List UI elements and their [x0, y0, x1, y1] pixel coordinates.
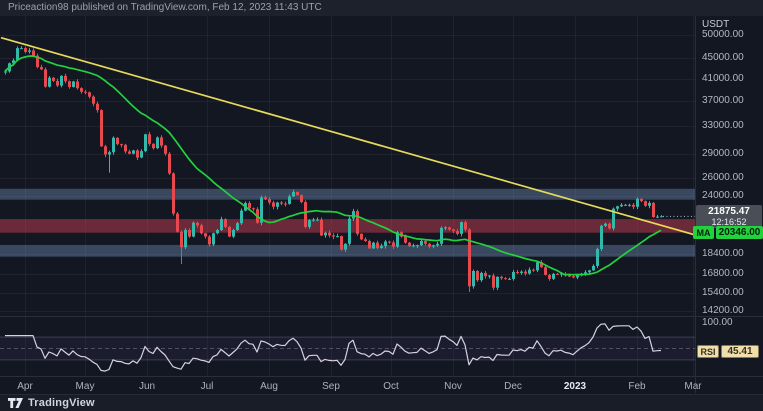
footer-bar: TradingView [0, 394, 763, 411]
price-tick-label: 33000.00 [702, 120, 744, 132]
price-tick-label: 29000.00 [702, 148, 744, 160]
time-tick-label: Oct [383, 381, 399, 392]
candles-layer [4, 46, 663, 292]
tradingview-logo-icon[interactable] [8, 397, 23, 409]
ma-line [4, 55, 662, 276]
price-tick-label: 26000.00 [702, 172, 744, 184]
time-tick-label: Jul [200, 381, 214, 392]
price-tick-label: 15400.00 [702, 287, 744, 299]
time-tick-label: Mar [684, 381, 702, 392]
rsi-pane [0, 323, 695, 372]
time-tick-label: May [75, 381, 95, 392]
time-tick-label: Nov [444, 381, 462, 392]
price-tick-label: 45000.00 [702, 52, 744, 64]
price-axis-panel[interactable]: USDT 50000.00 45000.00 41000.00 37000.00 330… [695, 16, 763, 394]
last-price-value: 21875.47 [708, 206, 750, 217]
price-tick-label: 24000.00 [702, 189, 744, 201]
price-tick-label: 16800.00 [702, 268, 744, 280]
attribution-text: Priceaction98 published on TradingView.c… [8, 2, 322, 13]
price-tick-label: 37000.00 [702, 95, 744, 107]
quote-currency-label: USDT [702, 19, 730, 30]
price-tick-label: 14200.00 [702, 305, 744, 317]
rsi-top-tick-label: 100.00 [702, 317, 733, 328]
time-tick-label: 2023 [563, 381, 587, 392]
price-tick-label: 18400.00 [702, 248, 744, 260]
price-tick-label: 41000.00 [702, 72, 744, 84]
rsi-value-badge: 45.41 [721, 345, 759, 358]
pane-separators [0, 16, 763, 393]
support-resistance-zones [0, 188, 695, 257]
ma-tag-badge: MA [693, 226, 714, 239]
price-tick-label: 50000.00 [702, 29, 744, 40]
time-tick-label: Dec [504, 381, 522, 392]
rsi-tag-badge: RSI [697, 345, 719, 358]
time-tick-label: Feb [628, 381, 646, 392]
tradingview-brand-link[interactable]: TradingView [28, 397, 95, 409]
time-tick-label: Sep [322, 381, 340, 392]
ma-value-badge: 20346.00 [716, 226, 763, 239]
descending-trendline[interactable] [0, 36, 695, 236]
time-tick-label: Aug [260, 381, 278, 392]
last-price-time: 12:16:52 [711, 217, 747, 227]
time-tick-label: Jun [138, 381, 156, 392]
time-tick-label: Apr [17, 381, 33, 392]
last-price-badge: 21875.47 12:16:52 [696, 205, 762, 228]
attribution-bar: Priceaction98 published on TradingView.c… [0, 0, 763, 16]
